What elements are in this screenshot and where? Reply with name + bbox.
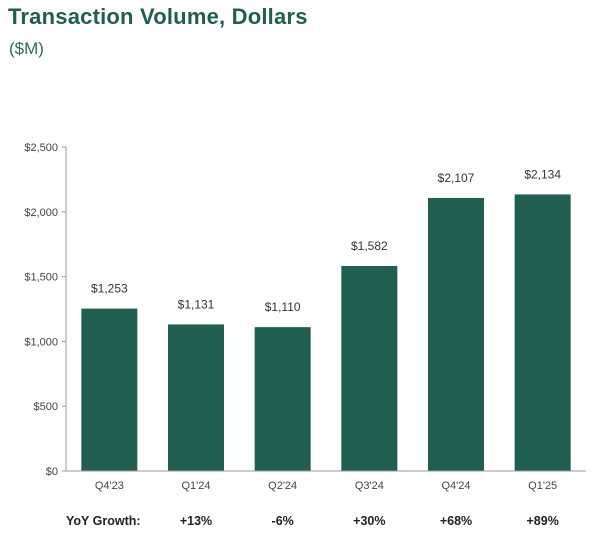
bar (254, 327, 311, 471)
x-tick-label: Q4'23 (95, 480, 124, 492)
y-tick-label: $2,000 (24, 207, 58, 219)
yoy-growth-value: +89% (527, 514, 559, 528)
yoy-growth-value: +30% (353, 514, 385, 528)
x-axis: Q4'23 Q1'24 Q2'24 Q3'24 Q4'24 Q1'25 (66, 470, 586, 492)
data-label: $1,582 (351, 239, 388, 253)
y-tick-label: $0 (46, 466, 58, 478)
chart-title: Transaction Volume, Dollars (8, 4, 308, 29)
bar (168, 324, 224, 471)
chart-subtitle: ($M) (9, 39, 44, 58)
y-tick-label: $1,000 (24, 336, 58, 348)
bar (81, 308, 138, 471)
bar (428, 197, 484, 471)
yoy-growth-value: -6% (272, 514, 294, 528)
x-tick-label: Q1'25 (528, 480, 557, 492)
yoy-growth-value: +13% (180, 514, 212, 528)
bar (514, 194, 571, 471)
x-tick-label: Q3'24 (355, 480, 384, 492)
data-label: $2,134 (524, 167, 561, 181)
bars: $1,253 $1,131 $1,110 $1,582 $2,107 $2,134 (81, 167, 571, 471)
y-tick-label: $500 (34, 401, 58, 413)
yoy-growth-value: +68% (440, 514, 472, 528)
data-label: $2,107 (438, 171, 475, 185)
data-label: $1,253 (91, 282, 128, 296)
yoy-growth-label: YoY Growth: (66, 514, 141, 528)
x-tick-label: Q2'24 (268, 480, 297, 492)
data-label: $1,110 (265, 300, 301, 314)
y-axis: $0 $500 $1,000 $1,500 $2,000 $2,500 (24, 142, 67, 478)
bar (341, 265, 398, 471)
data-label: $1,131 (178, 297, 215, 311)
x-tick-label: Q4'24 (441, 480, 470, 492)
x-tick-label: Q1'24 (181, 480, 210, 492)
yoy-growth-row: YoY Growth: +13% -6% +30% +68% +89% (66, 514, 559, 528)
y-tick-label: $2,500 (24, 142, 58, 154)
y-tick-label: $1,500 (24, 272, 58, 284)
